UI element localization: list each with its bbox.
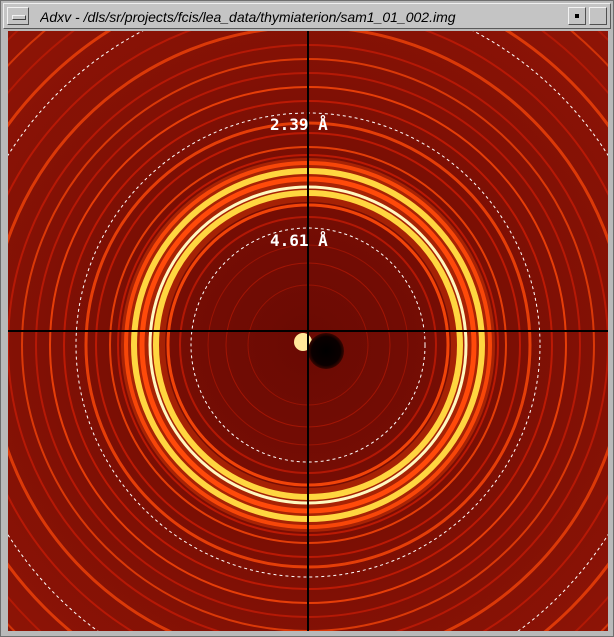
window-menu-icon[interactable]	[7, 7, 29, 25]
minimize-icon[interactable]	[568, 7, 586, 25]
title-bar[interactable]: Adxv - /dls/sr/projects/fcis/lea_data/th…	[3, 3, 611, 29]
resolution-label-inner: 4.61 Å	[270, 231, 328, 250]
diffraction-pattern-image[interactable]	[8, 31, 608, 631]
window-title: Adxv - /dls/sr/projects/fcis/lea_data/th…	[40, 9, 456, 25]
maximize-icon[interactable]	[589, 7, 607, 25]
diffraction-image-viewport[interactable]: 2.39 Å 4.61 Å	[8, 31, 608, 631]
resolution-circle-inner	[190, 227, 426, 463]
beamstop-shadow	[308, 333, 344, 369]
resolution-label-outer: 2.39 Å	[270, 115, 328, 134]
